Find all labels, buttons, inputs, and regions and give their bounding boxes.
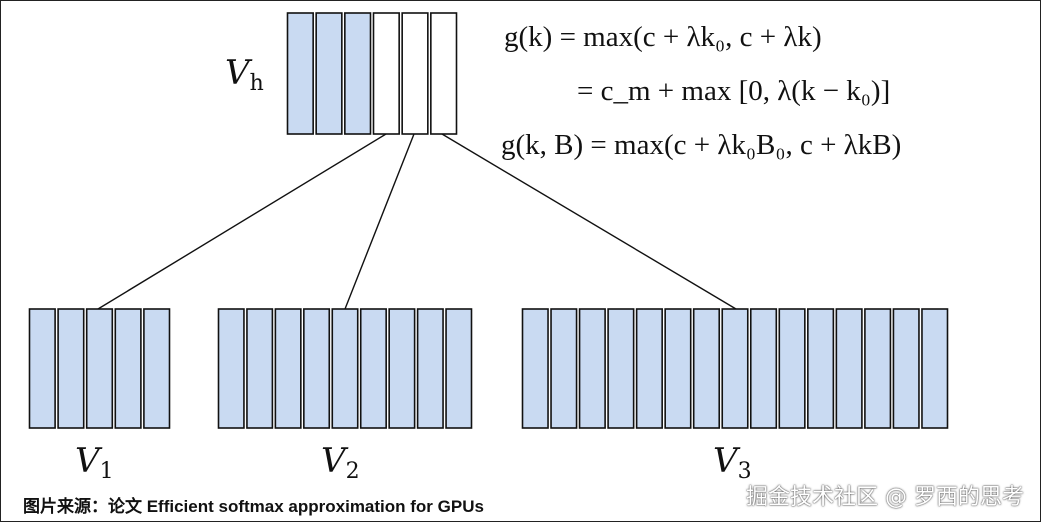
cell-head-4 — [372, 12, 400, 135]
cell-v1-2 — [57, 308, 85, 429]
connector-line-3 — [441, 133, 737, 310]
cell-v3-1 — [521, 308, 549, 429]
connector-line-2 — [344, 133, 415, 310]
label-v3: V3 — [713, 441, 752, 484]
cell-v2-1 — [217, 308, 245, 429]
equation-2: = c_m + max [0, λ(k − k₀)] — [577, 75, 891, 107]
cell-v2-8 — [416, 308, 444, 429]
caption: 图片来源：论文 Efficient softmax approximation … — [23, 497, 484, 516]
cell-v3-10 — [778, 308, 806, 429]
label-vh: Vh — [225, 53, 264, 96]
cell-v2-9 — [445, 308, 473, 429]
cell-v3-3 — [578, 308, 606, 429]
cell-head-6 — [430, 12, 458, 135]
cell-v2-2 — [246, 308, 274, 429]
cell-v3-9 — [749, 308, 778, 429]
equation-1: g(k) = max(c + λk₀, c + λk) — [504, 21, 822, 53]
cell-v3-8 — [721, 308, 749, 429]
cell-v3-7 — [692, 308, 721, 429]
cell-v1-1 — [28, 308, 56, 429]
cell-v1-5 — [143, 308, 171, 429]
cell-v2-3 — [274, 308, 302, 429]
label-v2: V2 — [321, 441, 360, 484]
cell-v2-6 — [359, 308, 387, 429]
cell-head-3 — [344, 12, 372, 135]
cell-v3-11 — [807, 308, 835, 429]
cell-v3-4 — [607, 308, 635, 429]
cell-v3-6 — [664, 308, 692, 429]
cell-v3-2 — [550, 308, 578, 429]
cell-v3-14 — [892, 308, 920, 429]
cell-head-1 — [286, 12, 314, 135]
connector-line-1 — [97, 133, 387, 310]
cell-v1-3 — [85, 308, 114, 429]
cell-v3-13 — [864, 308, 892, 429]
cell-v2-4 — [303, 308, 331, 429]
cell-head-2 — [315, 12, 343, 135]
cell-head-5 — [401, 12, 429, 135]
cell-v2-7 — [388, 308, 416, 429]
cell-v2-5 — [331, 308, 359, 429]
equation-3: g(k, B) = max(c + λk₀B₀, c + λkB) — [501, 129, 902, 161]
cell-v3-12 — [835, 308, 863, 429]
cell-v3-15 — [921, 308, 949, 429]
watermark: 掘金技术社区 @ 罗西的思考 — [746, 485, 1024, 510]
label-v1: V1 — [75, 441, 114, 484]
cell-v3-5 — [635, 308, 663, 429]
cell-v1-4 — [114, 308, 142, 429]
